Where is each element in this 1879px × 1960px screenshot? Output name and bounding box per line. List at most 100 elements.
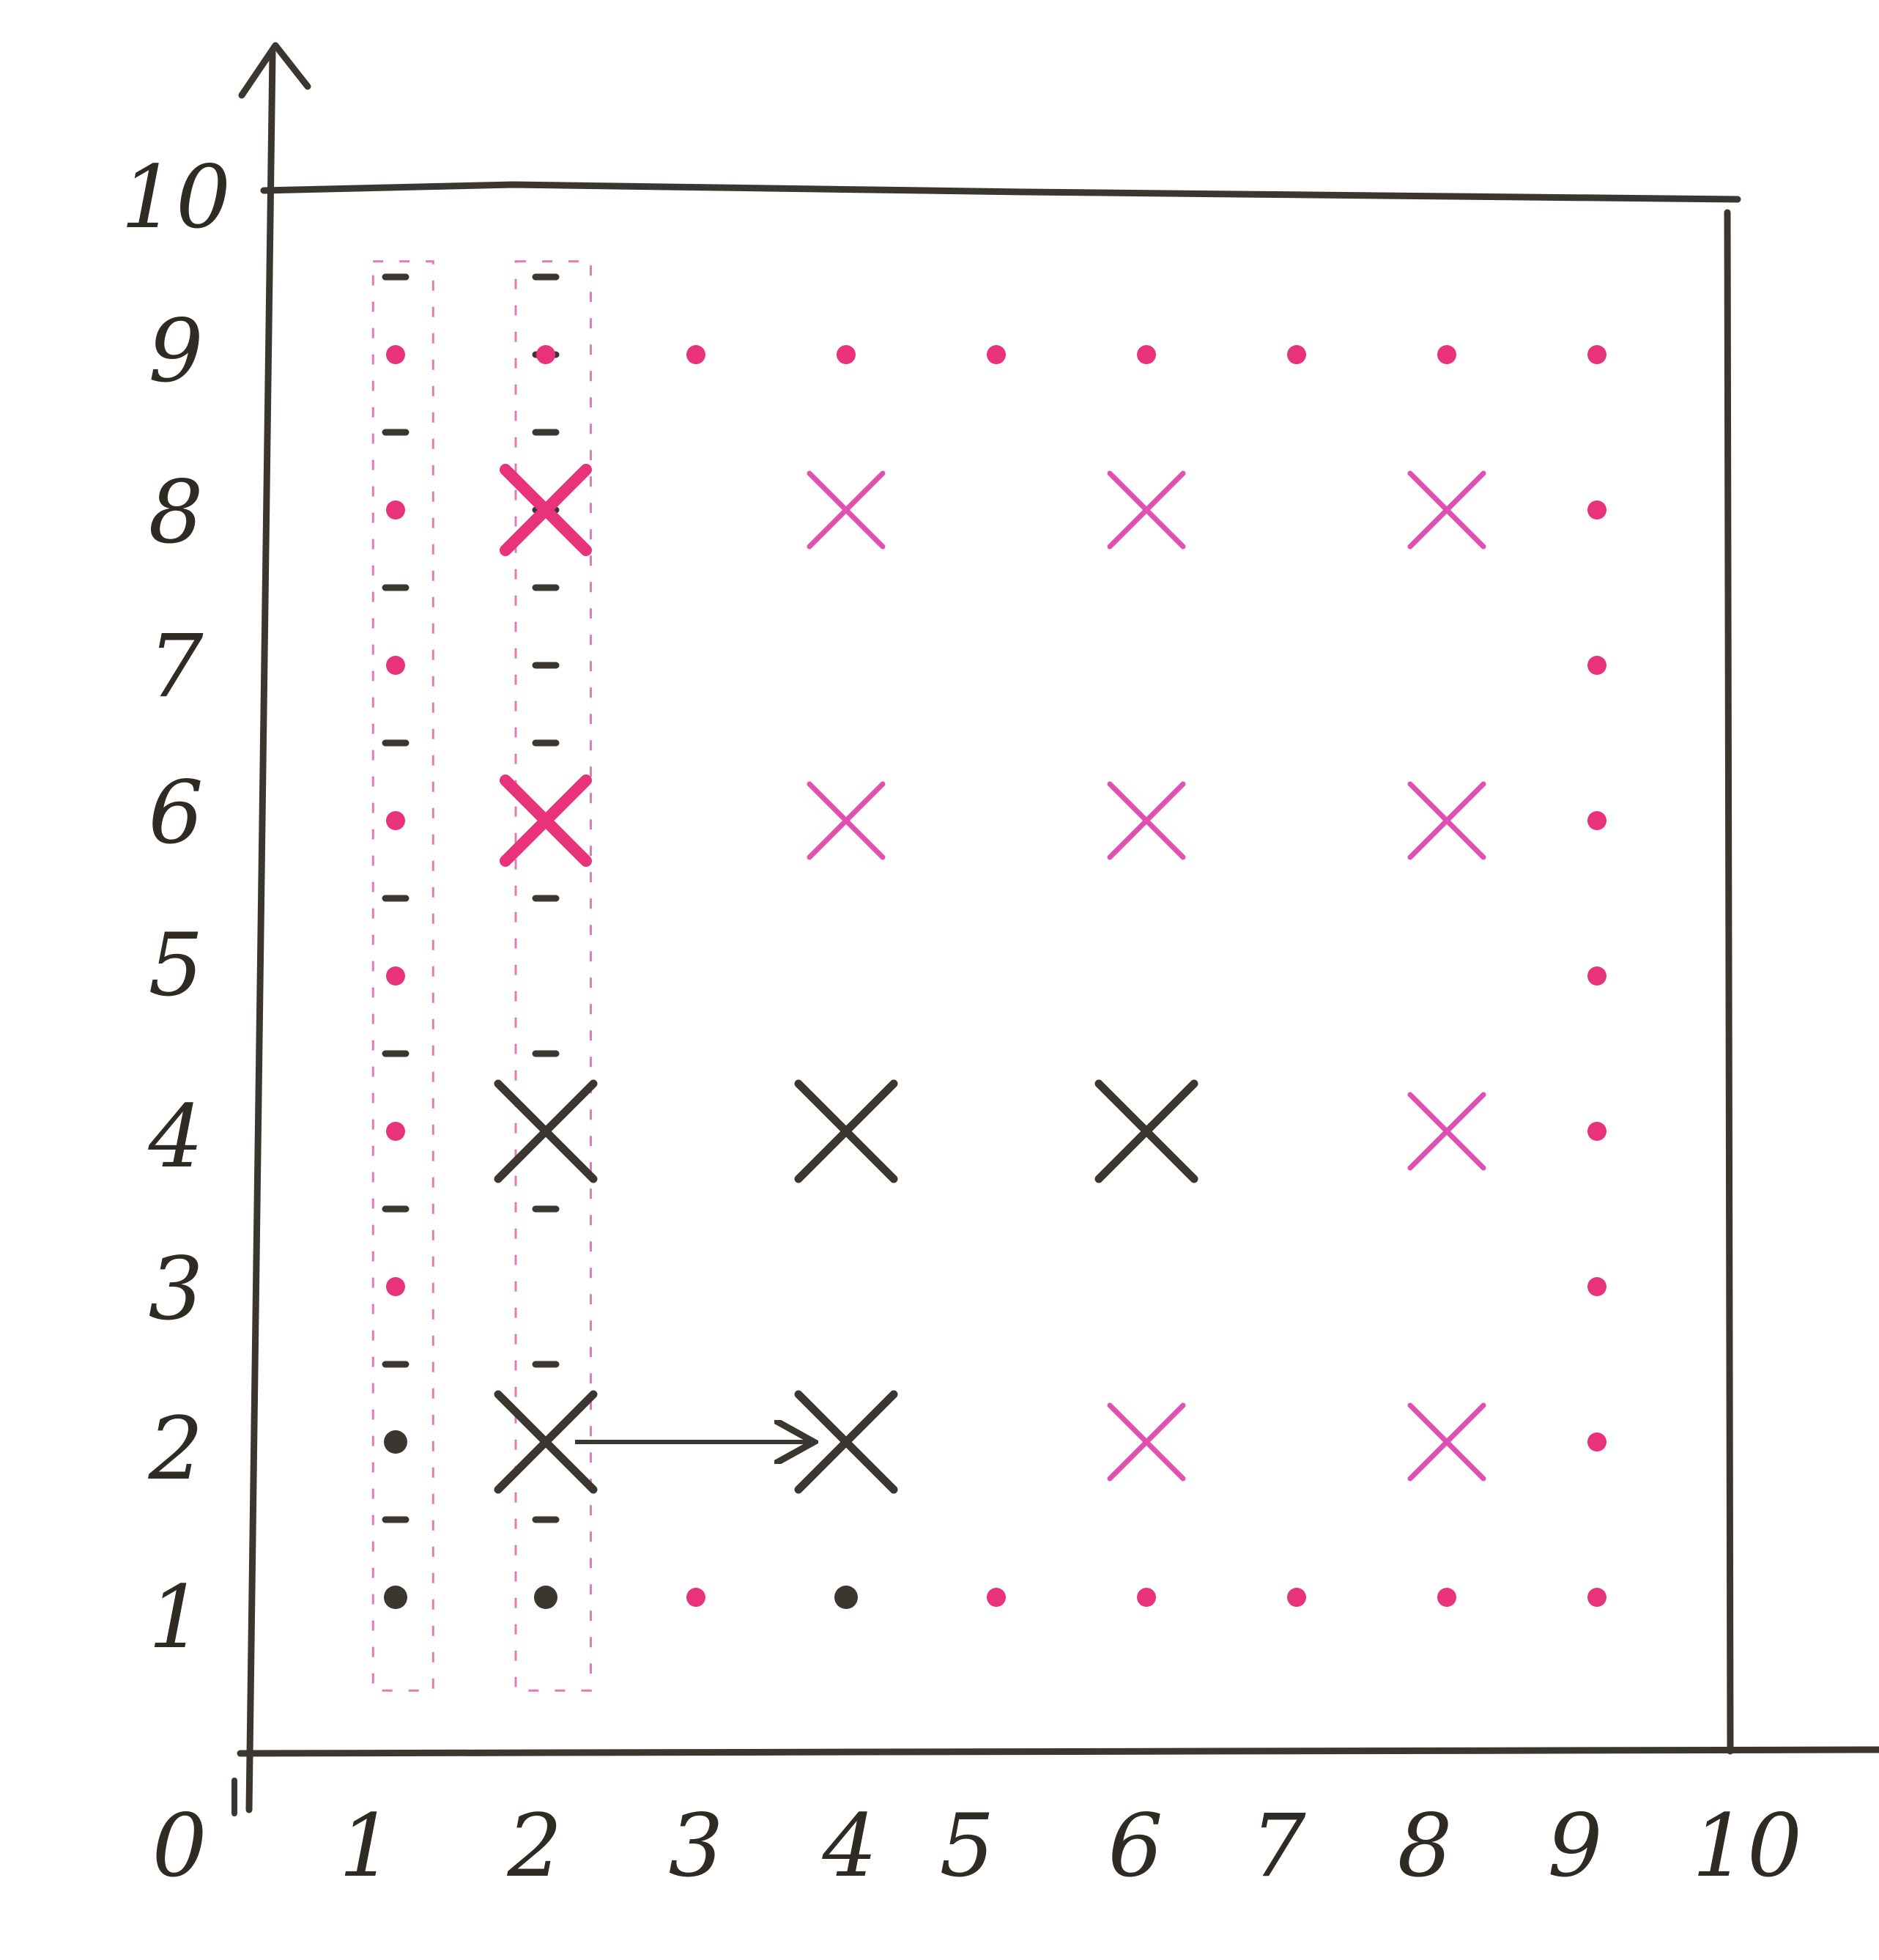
pink-dot xyxy=(686,1588,705,1607)
pink-dot xyxy=(987,1588,1006,1607)
pink-dot xyxy=(386,1277,405,1296)
cross-stroke xyxy=(1407,1092,1486,1171)
dark-cross xyxy=(494,1079,598,1183)
pink-dot xyxy=(1587,966,1606,985)
pink-cross xyxy=(1107,781,1186,860)
cross-stroke xyxy=(500,774,592,867)
dark-dot-marks xyxy=(384,1430,858,1609)
x-tick-labels: 0 1 2 3 4 5 6 7 8 9 10 xyxy=(152,1795,1802,1896)
pink-dot xyxy=(1137,1588,1156,1607)
pink-dot xyxy=(386,1122,405,1141)
pink-dot xyxy=(1587,1122,1606,1141)
cross-stroke xyxy=(1407,470,1486,550)
pink-dot xyxy=(837,345,856,364)
pink-cross xyxy=(1407,1092,1486,1171)
dark-dot xyxy=(834,1586,858,1609)
y-tick-label: 6 xyxy=(148,762,203,863)
x-tick-label: 5 xyxy=(939,1795,994,1896)
bold-pink-cross xyxy=(500,774,592,867)
pink-dot xyxy=(1287,1588,1306,1607)
dark-cross-marks xyxy=(494,1079,1198,1494)
cross-stroke xyxy=(1107,470,1186,550)
pink-cross-marks xyxy=(500,464,1486,1482)
y-tick-labels: 1 2 3 4 5 6 7 8 9 10 xyxy=(121,147,231,1668)
pink-dot xyxy=(686,345,705,364)
pink-dot xyxy=(1437,345,1456,364)
dark-cross xyxy=(1094,1079,1198,1183)
cross-stroke xyxy=(500,464,592,556)
pink-dot xyxy=(386,966,405,985)
pink-dot xyxy=(386,345,405,364)
y-tick-label: 5 xyxy=(148,914,203,1016)
pink-dot xyxy=(1587,1277,1606,1296)
pink-dot xyxy=(1587,500,1606,519)
x-tick-label: 3 xyxy=(668,1795,723,1896)
pink-cross xyxy=(1407,1402,1486,1482)
pink-dot xyxy=(1587,345,1606,364)
box-top xyxy=(260,181,1741,203)
y-axis-line xyxy=(245,49,276,1813)
x-axis-line xyxy=(237,1746,1879,1757)
x-tick-label: 1 xyxy=(338,1795,393,1896)
y-tick-label: 7 xyxy=(148,615,203,717)
x-tick-label: 9 xyxy=(1547,1795,1602,1896)
x-tick-label: 4 xyxy=(821,1795,877,1896)
small-dash-marks xyxy=(382,273,560,1523)
y-tick-label: 4 xyxy=(147,1086,203,1187)
x-tick-label: 6 xyxy=(1108,1795,1163,1896)
pink-dot xyxy=(1587,811,1606,830)
pink-dot xyxy=(1587,656,1606,675)
cross-stroke xyxy=(494,1079,598,1183)
cross-stroke xyxy=(1107,781,1186,860)
x-tick-label: 0 xyxy=(152,1795,207,1896)
pink-cross xyxy=(807,781,886,860)
pink-cross xyxy=(1107,470,1186,550)
cross-stroke xyxy=(807,781,886,860)
pink-dot xyxy=(386,811,405,830)
dark-dot xyxy=(384,1586,407,1609)
dark-cross xyxy=(794,1079,898,1183)
dark-cross xyxy=(494,1390,598,1494)
y-tick-label: 9 xyxy=(148,300,203,402)
pink-cross xyxy=(1107,1402,1186,1482)
dark-cross xyxy=(794,1390,898,1494)
cross-stroke xyxy=(1094,1079,1198,1183)
y-axis-arrowhead xyxy=(238,42,311,99)
cross-stroke xyxy=(1107,1402,1186,1482)
bold-pink-cross xyxy=(500,464,592,556)
pink-dot xyxy=(1587,1588,1606,1607)
pink-dot xyxy=(1587,1432,1606,1451)
dark-dot xyxy=(384,1430,407,1454)
pink-dot xyxy=(1287,345,1306,364)
cross-stroke xyxy=(1407,1402,1486,1482)
pink-cross xyxy=(1407,781,1486,860)
axes xyxy=(231,42,1879,1816)
x-tick-label: 8 xyxy=(1397,1795,1452,1896)
y-tick-label: 8 xyxy=(148,462,203,563)
dark-dot xyxy=(534,1586,557,1609)
pink-dot xyxy=(386,500,405,519)
y-tick-label: 3 xyxy=(148,1238,203,1339)
pink-dot xyxy=(1437,1588,1456,1607)
cross-stroke xyxy=(794,1390,898,1494)
cross-stroke xyxy=(807,470,886,550)
grid-box xyxy=(260,181,1741,1755)
pink-dot-marks xyxy=(386,345,1606,1607)
pink-dot xyxy=(987,345,1006,364)
pink-dot xyxy=(536,345,555,364)
x-tick-label: 7 xyxy=(1250,1795,1305,1896)
dashed-column-outline xyxy=(371,260,434,1692)
cross-stroke xyxy=(794,1079,898,1183)
pink-cross xyxy=(807,470,886,550)
x-tick-label: 10 xyxy=(1692,1795,1802,1896)
x-tick-label: 2 xyxy=(506,1795,562,1896)
pink-dot xyxy=(386,656,405,675)
y-tick-label: 1 xyxy=(148,1567,203,1668)
cross-stroke xyxy=(494,1390,598,1494)
pink-dot xyxy=(1137,345,1156,364)
y-tick-label: 2 xyxy=(147,1398,203,1499)
y-tick-label: 10 xyxy=(121,147,231,248)
dashed-column-guides xyxy=(371,260,592,1692)
pink-cross xyxy=(1407,470,1486,550)
